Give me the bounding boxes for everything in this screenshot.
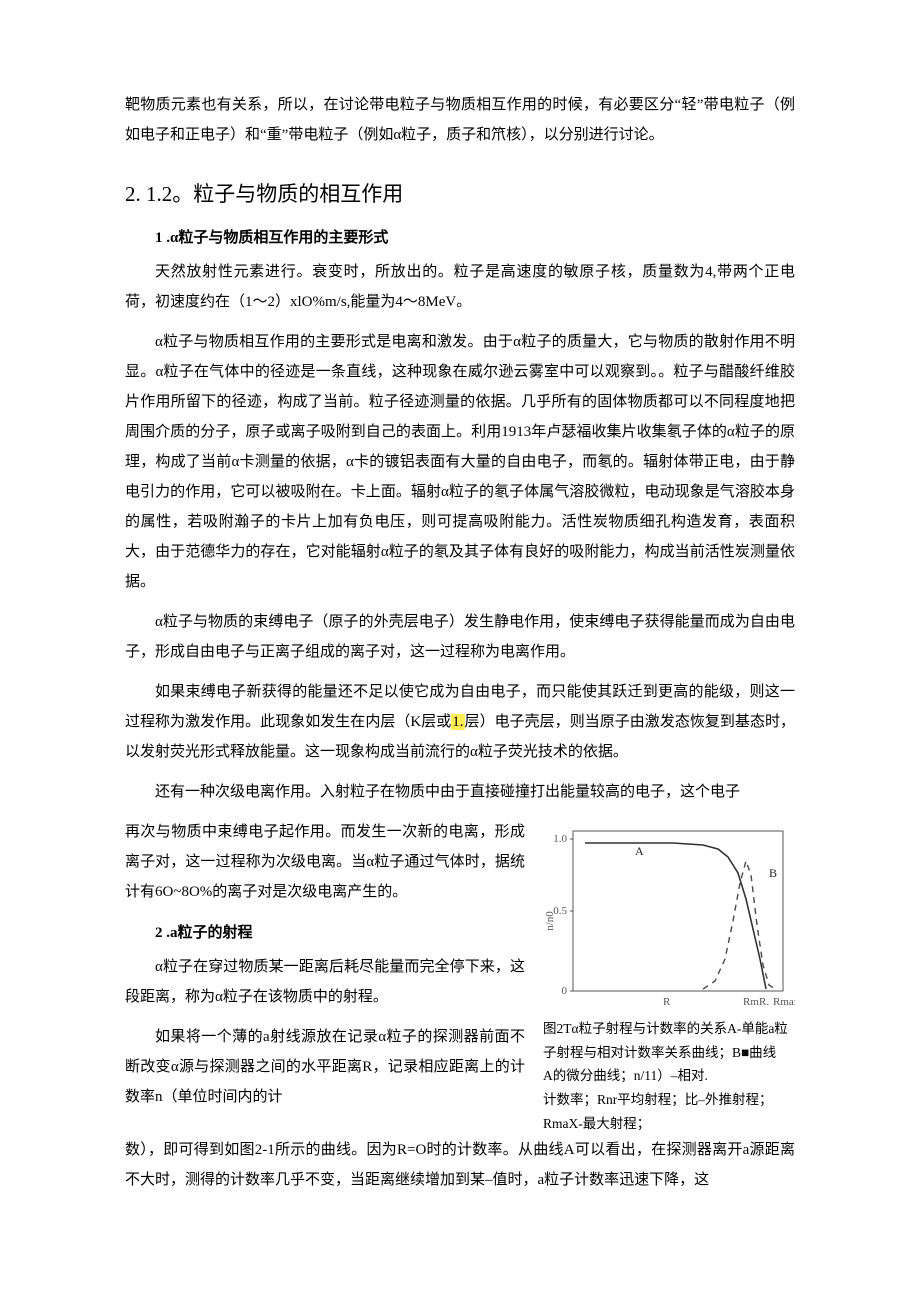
range-chart: 0 0.5 1.0 n/n0 A B R Rm R. Rmax: [543, 821, 795, 1011]
ytick-1: 1.0: [553, 833, 567, 845]
caption-line: RmaX-最大射程；: [543, 1112, 795, 1136]
xlabel-rm: Rm: [743, 996, 759, 1008]
highlight-text: 1.: [451, 714, 464, 730]
sub1-p5-lead: 还有一种次级电离作用。入射粒子在物质中由于直接碰撞打出能量较高的电子，这个电子: [125, 777, 795, 807]
xlabel-rdot: R.: [759, 996, 769, 1008]
curve-b: [703, 861, 775, 989]
ytick-0: 0: [562, 985, 568, 997]
section-heading: 2. 1.2。粒子与物质的相互作用: [125, 178, 795, 208]
subheading-1: 1 .α粒子与物质相互作用的主要形式: [155, 226, 795, 247]
sub1-p2: α粒子与物质相互作用的主要形式是电离和激发。由于α粒子的质量大，它与物质的散射作…: [125, 327, 795, 597]
curve-a: [585, 843, 766, 989]
sub1-p1: 天然放射性元素进行。衰变时，所放出的。粒子是高速度的敏原子核，质量数为4,带两个…: [125, 257, 795, 317]
caption-line: 子射程与相对计数率关系曲线；B■曲线: [543, 1041, 795, 1065]
xlabel-r: R: [663, 996, 671, 1008]
sub1-p3: α粒子与物质的束缚电子（原子的外壳层电子）发生静电作用，使束缚电子获得能量而成为…: [125, 607, 795, 667]
intro-paragraph: 靶物质元素也有关系，所以，在讨论带电粒子与物质相互作用的时候，有必要区分“轻”带…: [125, 90, 795, 150]
sub2-p3-full: 数），即可得到如图2-1所示的曲线。因为R=O时的计数率。从曲线A可以看出，在探…: [125, 1135, 795, 1195]
figure-box: 0 0.5 1.0 n/n0 A B R Rm R. Rmax 图2Tα粒子射程…: [543, 821, 795, 1135]
xlabel-rmax: Rmax: [773, 996, 795, 1008]
chart-label-a: A: [635, 844, 644, 858]
caption-line: 图2Tα粒子射程与计数率的关系A-单能a粒: [543, 1017, 795, 1041]
figure-wrap-block: 0 0.5 1.0 n/n0 A B R Rm R. Rmax 图2Tα粒子射程…: [125, 817, 795, 1135]
caption-line: 计数率；Rnr平均射程；比–外推射程；: [543, 1088, 795, 1112]
sub1-p4: 如果束缚电子新获得的能量还不足以使它成为自由电子，而只能使其跃迁到更高的能级，则…: [125, 677, 795, 767]
page: 靶物质元素也有关系，所以，在讨论带电粒子与物质相互作用的时候，有必要区分“轻”带…: [0, 0, 920, 1295]
chart-label-b: B: [769, 866, 777, 880]
figure-caption: 图2Tα粒子射程与计数率的关系A-单能a粒 子射程与相对计数率关系曲线；B■曲线…: [543, 1017, 795, 1135]
caption-line: A的微分曲线；n/11）–相对.: [543, 1064, 795, 1088]
y-axis-label: n/n0: [544, 911, 556, 931]
